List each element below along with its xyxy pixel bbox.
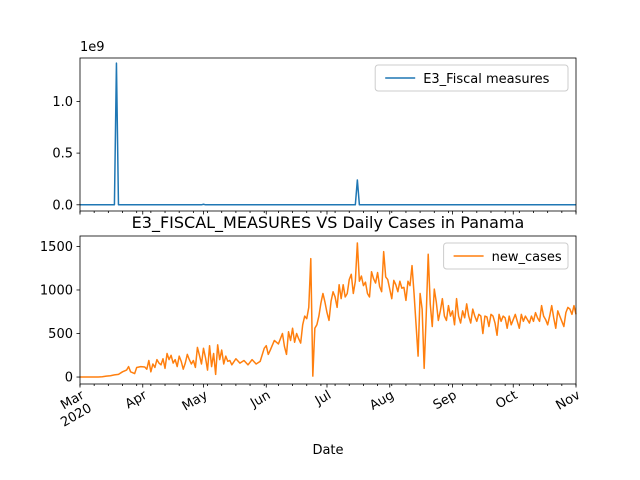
top-y-offset-label: 1e9 — [80, 40, 105, 55]
y-tick-label: 0.5 — [52, 147, 73, 162]
top-legend: E3_Fiscal measures — [374, 64, 569, 92]
y-tick-label: 500 — [48, 327, 73, 342]
y-tick-label: 1.0 — [52, 95, 73, 110]
bottom-series-lines — [80, 242, 577, 378]
legend-frame — [374, 64, 569, 92]
legend-frame — [443, 242, 569, 270]
x-axis-label: Date — [312, 443, 343, 458]
bottom-axes-frame — [79, 235, 577, 385]
x-tick-label-line: Jul — [312, 388, 334, 409]
y-tick-label: 0 — [65, 371, 73, 386]
legend-label: E3_Fiscal measures — [423, 72, 549, 87]
top-x-ticks — [79, 211, 577, 215]
y-tick-label: 0.0 — [52, 198, 73, 213]
bottom-y-ticks: 0 500 1000 1500 — [40, 240, 80, 386]
x-tick-label: Jul — [312, 388, 334, 409]
bottom-legend: new_cases — [443, 242, 569, 270]
legend-label: new_cases — [492, 250, 562, 265]
top-series-lines — [80, 62, 576, 206]
top-axes-frame — [79, 57, 577, 212]
top-axes: 0.0 0.5 1.0 1e9 E3_Fiscal measures — [52, 40, 577, 215]
top-y-ticks: 0.0 0.5 1.0 — [52, 95, 80, 213]
series-line-1-0 — [80, 242, 577, 378]
series-line-0-0 — [80, 62, 576, 206]
y-tick-label: 1500 — [40, 240, 73, 255]
y-tick-label: 1000 — [40, 283, 73, 298]
chart-title: E3_FISCAL_MEASURES VS Daily Cases in Pan… — [132, 213, 525, 233]
